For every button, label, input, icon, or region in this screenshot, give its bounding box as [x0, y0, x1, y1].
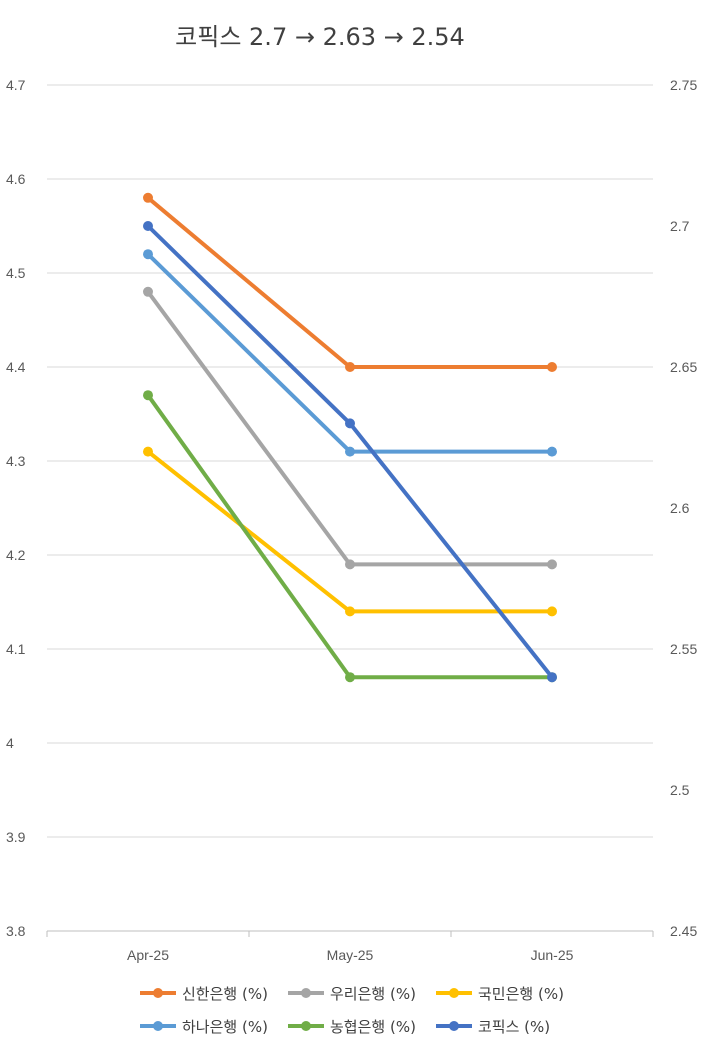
data-point	[345, 559, 355, 570]
legend-item: 국민은행 (%)	[436, 985, 564, 1003]
data-point	[345, 606, 355, 617]
right-tick-label: 2.65	[670, 359, 697, 375]
data-point	[547, 559, 557, 570]
data-point	[143, 390, 153, 401]
legend-item: 우리은행 (%)	[288, 985, 416, 1003]
legend-item: 농협은행 (%)	[288, 1018, 416, 1036]
left-tick-label: 3.9	[6, 829, 26, 845]
series-line	[146, 449, 554, 614]
series-4	[143, 390, 557, 683]
left-tick-label: 4.5	[6, 265, 26, 281]
legend-label: 신한은행 (%)	[182, 985, 268, 1003]
left-axis: 3.8 3.9 4 4.1 4.2 4.3 4.4 4.5 4.6 4.7	[6, 77, 26, 939]
legend-label: 농협은행 (%)	[330, 1018, 416, 1036]
legend-swatch-marker	[153, 988, 163, 998]
series-group	[143, 192, 557, 683]
legend-swatch-marker	[449, 1021, 459, 1031]
right-tick-label: 2.6	[670, 500, 690, 516]
right-tick-label: 2.75	[670, 77, 697, 93]
data-point	[143, 446, 153, 457]
legend-swatch-marker	[449, 988, 459, 998]
legend-swatch-marker	[301, 1021, 311, 1031]
data-point	[143, 249, 153, 260]
x-axis: Apr-25 May-25 Jun-25	[46, 931, 654, 963]
data-point	[547, 672, 557, 683]
data-point	[345, 446, 355, 457]
legend-label: 국민은행 (%)	[478, 985, 564, 1003]
x-tick-label: May-25	[327, 947, 374, 963]
series-2	[143, 446, 557, 617]
chart-title: 코픽스 2.7 → 2.63 → 2.54	[175, 23, 465, 51]
left-tick-label: 4.7	[6, 77, 26, 93]
left-tick-label: 4.2	[6, 547, 26, 563]
legend-item: 신한은행 (%)	[140, 985, 268, 1003]
legend-label: 하나은행 (%)	[182, 1018, 268, 1036]
data-point	[345, 418, 355, 429]
legend-label: 코픽스 (%)	[478, 1018, 550, 1036]
left-tick-label: 4.1	[6, 641, 26, 657]
left-tick-label: 4.6	[6, 171, 26, 187]
series-3	[143, 249, 557, 457]
left-tick-label: 4.3	[6, 453, 26, 469]
x-tick-label: Apr-25	[127, 947, 169, 963]
data-point	[345, 672, 355, 683]
data-point	[345, 362, 355, 372]
legend: 신한은행 (%) 우리은행 (%) 국민은행 (%) 하나은행 (%) 농협은행 (%)…	[140, 985, 564, 1036]
legend-swatch-marker	[153, 1021, 163, 1031]
gridlines	[47, 84, 653, 932]
right-tick-label: 2.45	[670, 923, 697, 939]
series-1	[143, 286, 557, 570]
right-tick-label: 2.7	[670, 218, 690, 234]
data-point	[547, 362, 557, 372]
data-point	[547, 606, 557, 617]
left-tick-label: 3.8	[6, 923, 26, 939]
series-0	[143, 192, 557, 372]
left-tick-label: 4.4	[6, 359, 26, 375]
data-point	[547, 446, 557, 457]
left-tick-label: 4	[6, 735, 14, 751]
x-tick-label: Jun-25	[531, 947, 574, 963]
series-line	[146, 195, 554, 369]
right-tick-label: 2.55	[670, 641, 697, 657]
legend-label: 우리은행 (%)	[330, 985, 416, 1003]
data-point	[143, 221, 153, 231]
right-tick-label: 2.5	[670, 782, 690, 798]
legend-item: 하나은행 (%)	[140, 1018, 268, 1036]
series-5	[143, 221, 557, 683]
right-axis: 2.45 2.5 2.55 2.6 2.65 2.7 2.75	[670, 77, 697, 939]
series-line	[146, 393, 554, 680]
data-point	[143, 286, 153, 297]
legend-swatch-marker	[301, 988, 311, 998]
legend-item: 코픽스 (%)	[436, 1018, 550, 1036]
data-point	[143, 192, 153, 203]
